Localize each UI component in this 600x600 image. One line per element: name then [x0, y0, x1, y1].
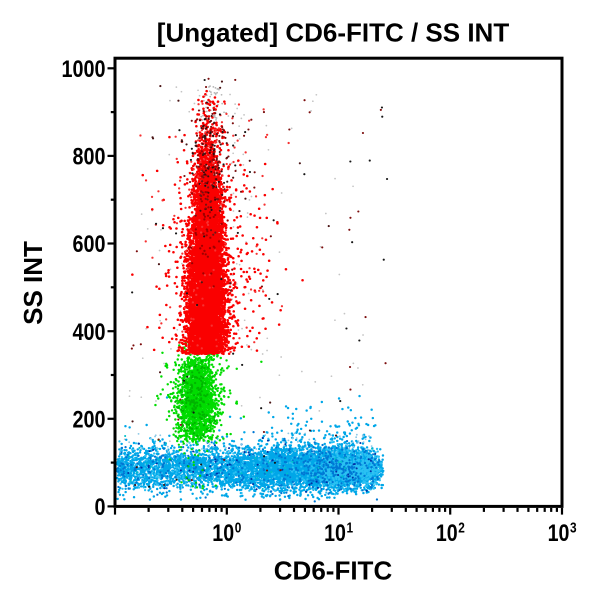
svg-text:2: 2 [458, 521, 465, 537]
svg-text:1: 1 [347, 521, 354, 537]
svg-text:0: 0 [95, 494, 106, 521]
svg-text:SS INT: SS INT [18, 241, 48, 325]
svg-text:10: 10 [324, 520, 346, 547]
svg-text:10: 10 [212, 520, 234, 547]
svg-text:1000: 1000 [62, 56, 106, 83]
svg-text:400: 400 [73, 319, 106, 346]
svg-text:CD6-FITC: CD6-FITC [274, 556, 393, 586]
svg-text:600: 600 [73, 231, 106, 258]
svg-text:[Ungated] CD6-FITC / SS INT: [Ungated] CD6-FITC / SS INT [157, 18, 510, 48]
svg-text:0: 0 [235, 521, 242, 537]
svg-text:800: 800 [73, 144, 106, 171]
svg-text:200: 200 [73, 407, 106, 434]
svg-text:3: 3 [570, 521, 577, 537]
svg-text:10: 10 [436, 520, 458, 547]
svg-text:10: 10 [548, 520, 570, 547]
